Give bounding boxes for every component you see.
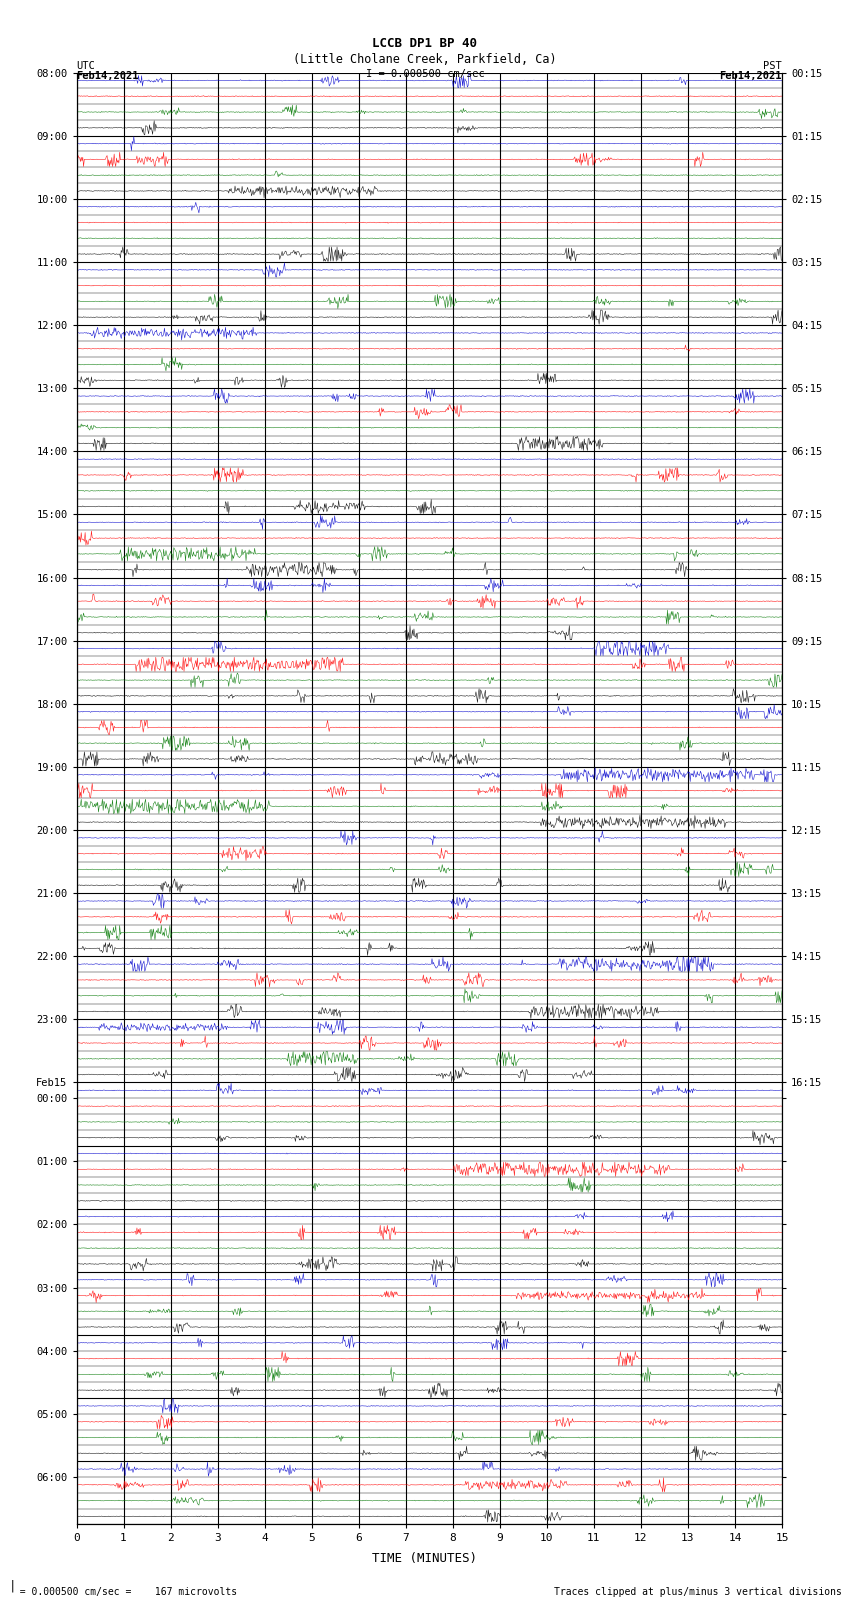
Text: (Little Cholane Creek, Parkfield, Ca): (Little Cholane Creek, Parkfield, Ca) — [293, 53, 557, 66]
Text: |: | — [8, 1579, 16, 1592]
Text: I = 0.000500 cm/sec: I = 0.000500 cm/sec — [366, 69, 484, 79]
Text: LCCB DP1 BP 40: LCCB DP1 BP 40 — [372, 37, 478, 50]
Text: Feb14,2021: Feb14,2021 — [76, 71, 139, 81]
Text: PST: PST — [763, 61, 782, 71]
Text: = 0.000500 cm/sec =    167 microvolts: = 0.000500 cm/sec = 167 microvolts — [8, 1587, 238, 1597]
Text: Feb14,2021: Feb14,2021 — [719, 71, 782, 81]
Text: Traces clipped at plus/minus 3 vertical divisions: Traces clipped at plus/minus 3 vertical … — [553, 1587, 842, 1597]
Text: UTC: UTC — [76, 61, 95, 71]
Text: TIME (MINUTES): TIME (MINUTES) — [372, 1552, 478, 1565]
